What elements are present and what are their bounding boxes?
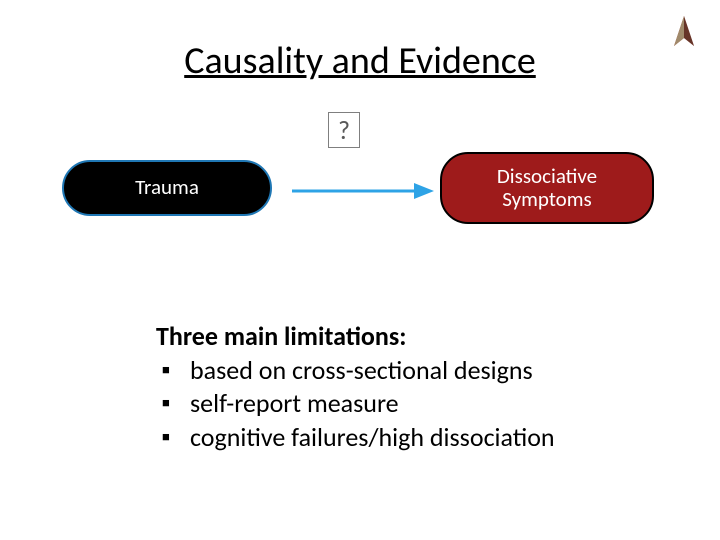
node-dissociative-symptoms: Dissociative Symptoms (440, 152, 654, 224)
causal-arrow (290, 180, 440, 207)
list-item: cognitive failures/high dissociation (156, 421, 656, 454)
list-item: based on cross-sectional designs (156, 354, 656, 387)
node-trauma-label: Trauma (135, 176, 199, 199)
node-dissociative-label: Dissociative Symptoms (497, 165, 597, 211)
list-item: self-report measure (156, 387, 656, 420)
limitations-list: based on cross-sectional designs self-re… (156, 354, 656, 454)
limitations-block: Three main limitations: based on cross-s… (156, 320, 656, 454)
page-title: Causality and Evidence (0, 38, 720, 84)
limitations-heading: Three main limitations: (156, 320, 656, 352)
question-mark-box: ? (328, 112, 360, 148)
node-trauma: Trauma (62, 160, 272, 216)
